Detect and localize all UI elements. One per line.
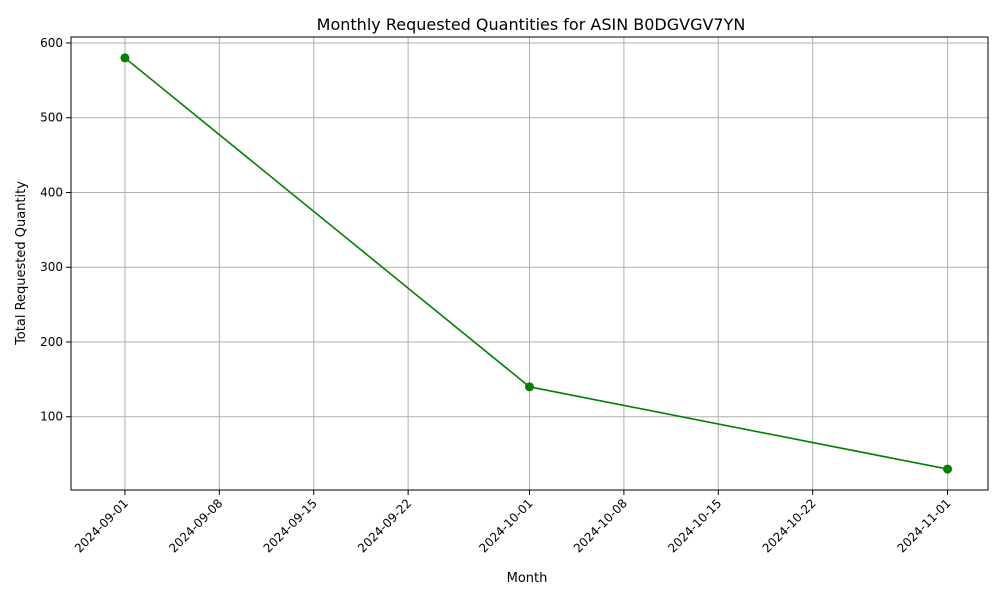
y-tick-label: 600 [40, 36, 63, 50]
grid [71, 37, 988, 490]
y-axis-label: Total Requested Quantity [14, 181, 29, 346]
y-tick-label: 500 [40, 111, 63, 125]
y-tick-label: 400 [40, 185, 63, 199]
chart-title: Monthly Requested Quantities for ASIN B0… [317, 15, 746, 34]
y-tick-label: 300 [40, 260, 63, 274]
x-axis-label: Month [507, 571, 548, 586]
series-layer [120, 53, 953, 474]
data-point [525, 382, 534, 392]
y-tick-label: 100 [40, 410, 63, 424]
data-point [943, 464, 953, 474]
y-tick-label: 200 [40, 335, 63, 349]
data-point [120, 53, 130, 63]
